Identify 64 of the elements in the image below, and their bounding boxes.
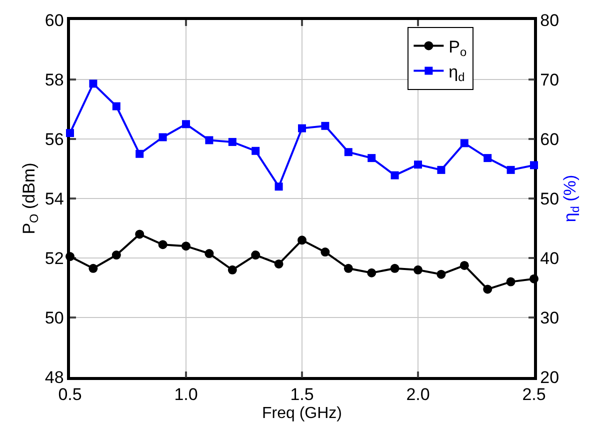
point [66,129,74,138]
point [530,274,538,284]
point [298,236,306,245]
point [205,136,214,144]
point [530,161,538,170]
point [460,139,468,148]
x-tick-label: 1.0 [174,385,198,404]
point [112,250,121,260]
point [506,166,515,174]
y-tick-label: 60 [44,10,64,30]
point [320,248,330,257]
point [298,124,306,132]
y-tick-label: 52 [44,248,64,268]
point [344,264,353,273]
point [228,265,237,274]
point [228,138,236,146]
point [437,166,446,174]
point [414,160,422,169]
point [368,154,376,162]
y2-tick-label: 30 [540,308,560,328]
x-tick-label: 0.5 [58,385,82,404]
point [436,270,446,279]
point [274,259,284,268]
point [414,265,422,274]
y-tick-label: 58 [44,70,64,90]
y2-tick-label: 70 [540,70,560,90]
x-tick-label: 2.5 [522,385,546,404]
point [158,240,168,250]
legend-label: P$_{o}$ [448,37,468,59]
point [88,264,98,273]
point [135,230,144,239]
point [274,182,283,191]
y2-tick-label: 60 [540,130,560,149]
y2-tick-label: 20 [540,368,560,387]
point [367,268,376,278]
x-tick-label: 1.5 [290,385,314,404]
point [390,171,399,180]
point [182,242,190,251]
point [483,284,492,294]
point [158,133,167,142]
point [204,249,214,258]
point [182,120,190,128]
point [89,80,98,88]
point [506,277,516,286]
y2-tick-label: 50 [540,189,560,208]
point [252,146,260,155]
point [460,260,469,270]
y-tick-label: 54 [44,189,64,208]
y2-tick-label: 80 [540,10,560,30]
y-tick-label: 56 [44,130,64,149]
y-tick-label: 50 [44,308,64,328]
legend-label: η$_{d}$ [448,62,465,84]
point [112,102,120,110]
point [344,148,352,156]
point [321,122,330,130]
point [251,250,260,260]
y-tick-label: 48 [44,368,64,387]
x-tick-label: 2.0 [406,385,430,404]
point [390,264,400,273]
point [484,154,492,162]
point [66,252,74,262]
x-axis-title: Freq (GHz) [262,404,342,422]
point [136,150,144,158]
y2-tick-label: 40 [540,248,560,268]
